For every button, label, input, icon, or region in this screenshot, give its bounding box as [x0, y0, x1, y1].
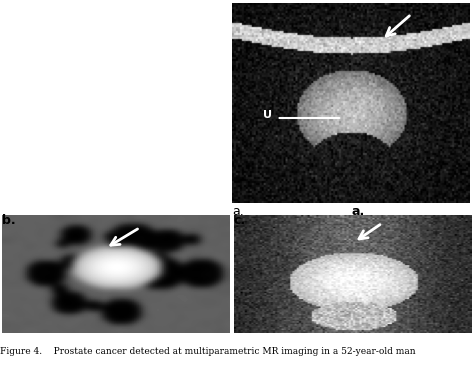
Text: a.: a. — [232, 205, 244, 218]
Text: b.: b. — [2, 214, 16, 227]
Text: Figure 4.    Prostate cancer detected at multiparametric MR imaging in a 52-year: Figure 4. Prostate cancer detected at mu… — [0, 347, 416, 356]
Text: c.: c. — [234, 214, 246, 227]
Text: U: U — [263, 110, 272, 120]
Text: a.: a. — [351, 205, 364, 218]
